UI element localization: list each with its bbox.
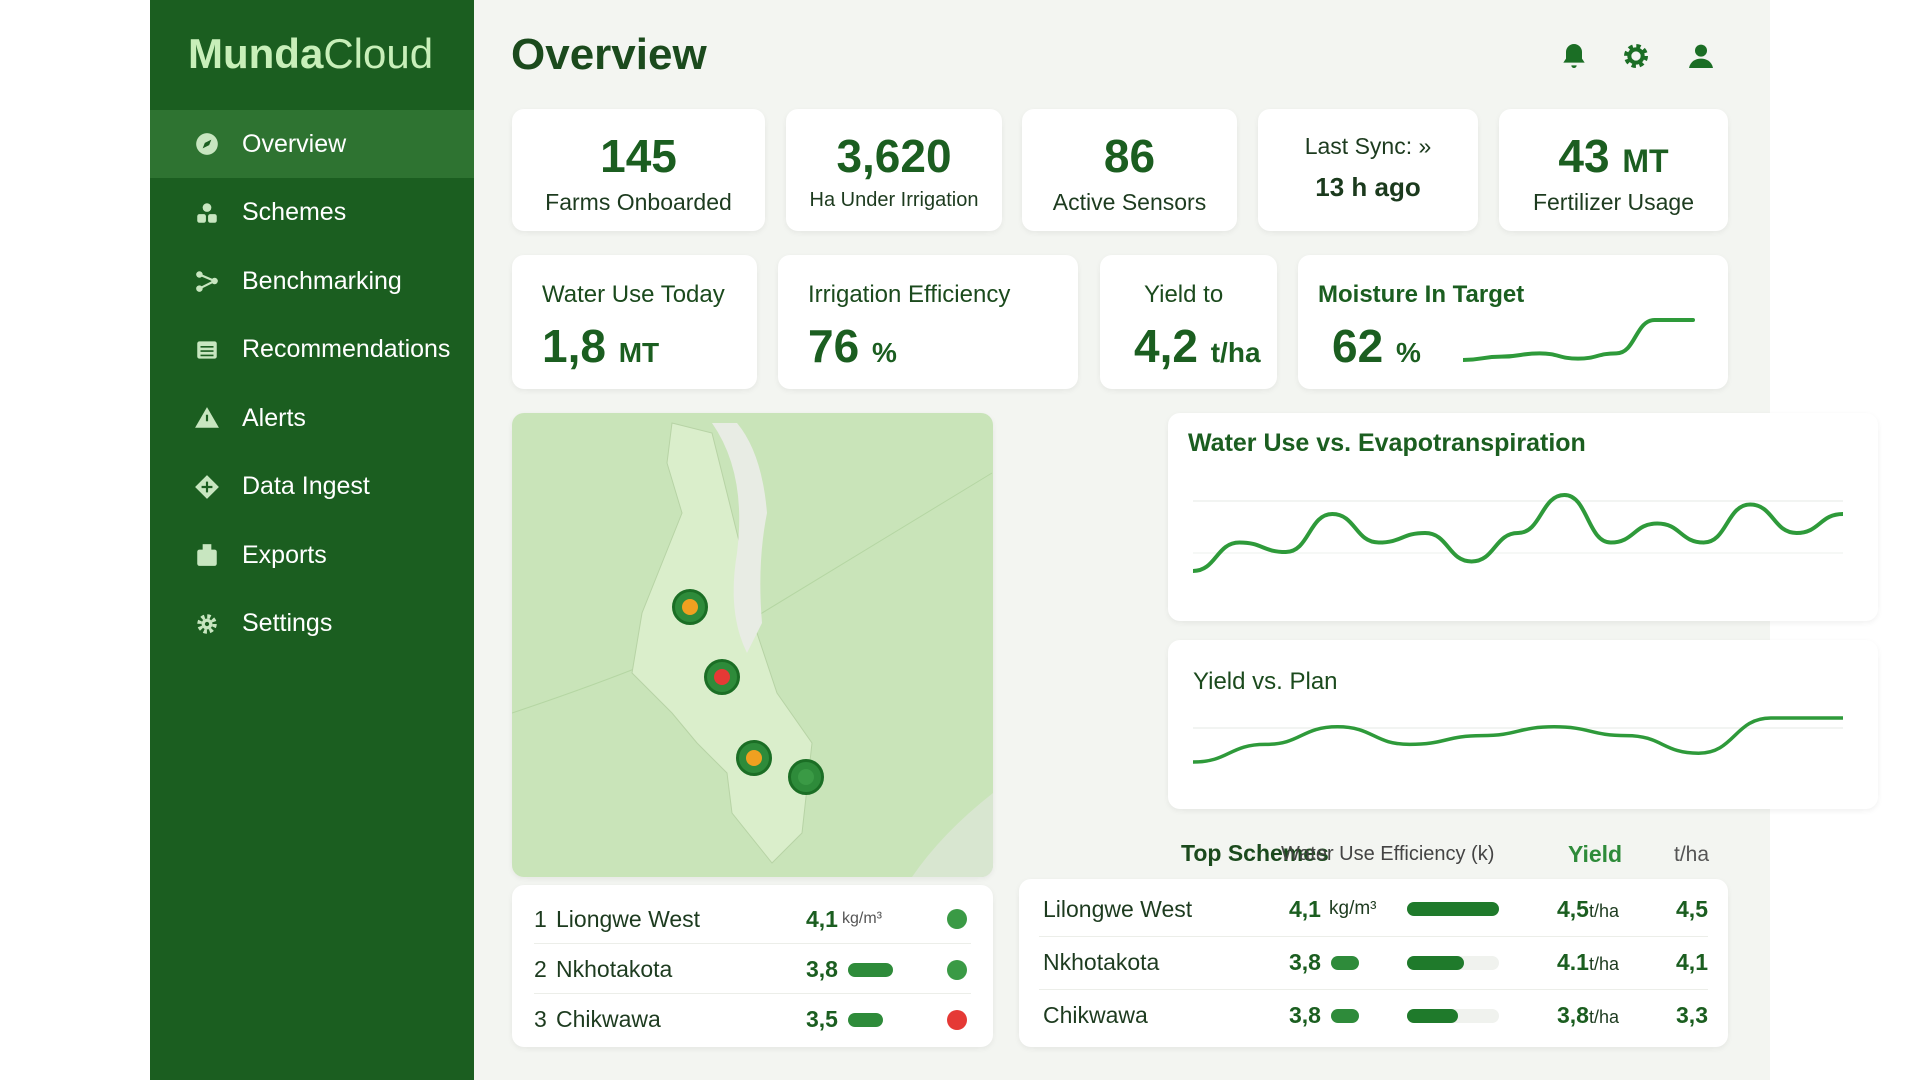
top-schemes-title: Top Schemes <box>1181 840 1329 866</box>
sidebar-item-label: Overview <box>242 129 347 158</box>
kpi-fertilizer: 43 MT Fertilizer Usage <box>1499 109 1728 231</box>
kpi-irrigation-area: 3,620 Ha Under Irrigation <box>786 109 1002 231</box>
col-wue[interactable]: Water Use Efficiency (k) <box>1281 843 1495 865</box>
yield-vs-plan-chart: Yield vs. Plan <box>1168 640 1878 809</box>
top-schemes-table: Lilongwe West 4,1 kg/m³ 4,5t/ha 4,5 Nkho… <box>1019 879 1728 1047</box>
water-vs-et-chart: Water Use vs. Evapotranspiration <box>1168 413 1878 621</box>
gear-icon[interactable] <box>1620 40 1652 72</box>
series-line <box>1193 716 1843 764</box>
chart-title: Yield vs. Plan <box>1193 668 1338 695</box>
gear-icon <box>197 613 217 634</box>
kpi-moisture: Moisture In Target 62 % <box>1298 255 1728 389</box>
status-dot <box>947 1010 967 1030</box>
map-panel[interactable] <box>512 413 993 877</box>
users-icon <box>197 202 217 223</box>
diamond-icon <box>195 474 219 499</box>
sidebar-item-benchmarking[interactable]: Benchmarking <box>150 247 474 315</box>
sidebar-item-overview[interactable]: Overview <box>150 110 474 178</box>
col-yield[interactable]: Yield <box>1568 841 1623 867</box>
table-row[interactable]: Chikwawa 3,8 3,8t/ha 3,3 <box>1039 989 1708 1041</box>
list-item[interactable]: 1 Liongwe West 4,1 kg/m³ <box>534 893 971 945</box>
sidebar-item-label: Data Ingest <box>242 472 370 500</box>
sidebar-item-exports[interactable]: Exports <box>150 521 474 589</box>
map-marker[interactable] <box>736 740 772 776</box>
kpi-irrigation-efficiency: Irrigation Efficiency 76 % <box>778 255 1078 389</box>
compass-icon <box>196 133 218 155</box>
list-icon <box>197 340 217 359</box>
sidebar-item-data-ingest[interactable]: Data Ingest <box>150 453 474 521</box>
table-row[interactable]: Lilongwe West 4,1 kg/m³ 4,5t/ha 4,5 <box>1043 895 1708 922</box>
map-marker[interactable] <box>788 759 824 795</box>
warning-icon <box>195 407 219 428</box>
list-item[interactable]: 3 Chikwawa 3,5 <box>534 993 971 1045</box>
list-item[interactable]: 2 Nkhotakota 3,8 <box>534 943 971 995</box>
series-line <box>1193 492 1844 573</box>
chart-title: Water Use vs. Evapotranspiration <box>1188 429 1586 457</box>
map-marker[interactable] <box>672 589 708 625</box>
status-dot <box>947 909 967 929</box>
kpi-water-use: Water Use Today 1,8 MT <box>512 255 757 389</box>
sidebar-item-label: Recommendations <box>242 335 451 363</box>
sidebar-item-label: Exports <box>242 540 327 569</box>
sidebar-item-label: Benchmarking <box>242 266 402 295</box>
malawi-map <box>512 422 993 877</box>
ranking-list: 1 Liongwe West 4,1 kg/m³ 2 Nkhotakota 3,8 … <box>512 885 993 1047</box>
sidebar-item-label: Schemes <box>242 198 347 226</box>
kpi-yield: Yield to 4,2 t/ha <box>1100 255 1277 389</box>
map-marker[interactable] <box>704 659 740 695</box>
branch-icon <box>196 271 218 292</box>
bell-icon[interactable] <box>1558 40 1590 72</box>
sidebar-item-label: Settings <box>242 609 333 637</box>
kpi-sensors: 86 Active Sensors <box>1022 109 1237 231</box>
col-tha[interactable]: t/ha <box>1674 843 1710 866</box>
package-icon <box>197 544 217 566</box>
user-icon[interactable] <box>1685 40 1717 72</box>
table-row[interactable]: Nkhotakota 3,8 4.1t/ha 4,1 <box>1039 936 1708 988</box>
kpi-last-sync: Last Sync: » 13 h ago <box>1258 109 1478 231</box>
moisture-sparkline <box>1463 318 1695 362</box>
sidebar-item-schemes[interactable]: Schemes <box>150 179 474 247</box>
sidebar: MundaCloud Overview Schemes Benchmarking Re… <box>150 0 474 1080</box>
sidebar-item-settings[interactable]: Settings <box>150 590 474 658</box>
kpi-farms: 145 Farms Onboarded <box>512 109 765 231</box>
logo: MundaCloud <box>188 30 434 77</box>
sidebar-item-alerts[interactable]: Alerts <box>150 384 474 452</box>
status-dot <box>947 960 967 980</box>
app: MundaCloud Overview Schemes Benchmarking Re… <box>150 0 1878 1080</box>
page-title: Overview <box>511 30 707 79</box>
sidebar-item-label: Alerts <box>242 403 306 432</box>
sidebar-item-recommendations[interactable]: Recommendations <box>150 316 474 384</box>
